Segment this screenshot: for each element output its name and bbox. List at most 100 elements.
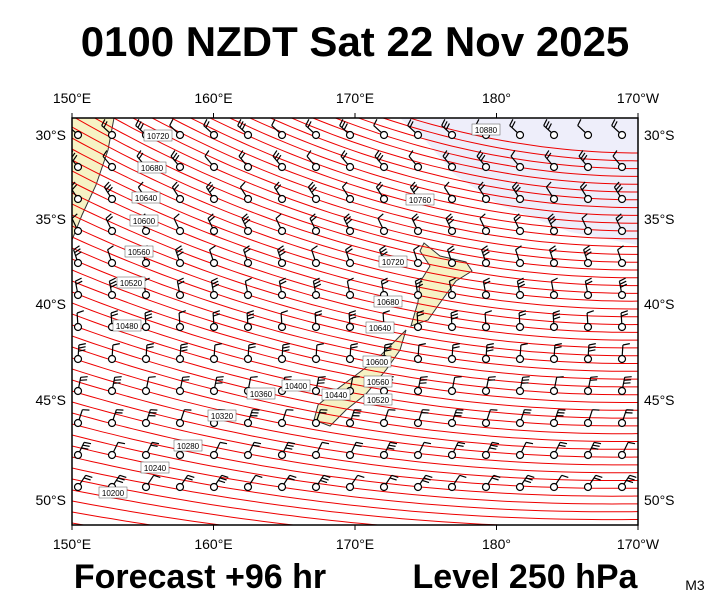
barb-station — [311, 226, 321, 236]
barb-feather — [552, 310, 560, 314]
barb-feather — [313, 277, 320, 282]
barb-station — [311, 482, 321, 492]
contour-line — [170, 118, 638, 240]
contour-label: 10720 — [382, 258, 405, 267]
barb-feather — [546, 152, 552, 160]
contour-label: 10560 — [128, 248, 151, 257]
barb-station — [277, 130, 287, 140]
barb-feather — [103, 181, 110, 188]
barb-feather — [388, 444, 396, 447]
barb-feather — [80, 379, 88, 381]
barb-feather — [580, 152, 586, 160]
barb-station — [209, 258, 219, 268]
barb-station — [549, 258, 559, 268]
barb-feather — [413, 186, 419, 193]
contour-label: 10400 — [285, 382, 308, 391]
barb-feather — [350, 343, 358, 346]
barb-station — [447, 130, 457, 140]
barb-feather — [626, 479, 634, 484]
barb-feather — [381, 277, 388, 282]
barb-feather — [318, 376, 326, 378]
barb-station — [549, 322, 559, 332]
barb-feather — [446, 216, 453, 222]
barb-feather — [620, 283, 628, 288]
barb-feather — [242, 216, 249, 222]
barb-feather — [548, 216, 555, 222]
barb-feather — [215, 382, 223, 384]
contour-line — [72, 467, 513, 525]
contour-label: 10320 — [211, 412, 234, 421]
barb-station — [515, 226, 525, 236]
barb-station — [141, 258, 151, 268]
barb-feather — [476, 150, 482, 157]
contour-line — [72, 401, 638, 481]
barb-feather — [413, 245, 420, 251]
barb-station — [107, 354, 117, 364]
barb-feather — [221, 474, 229, 478]
barb-feather — [451, 313, 459, 317]
barb-feather — [448, 248, 455, 254]
barb-feather — [613, 121, 618, 128]
barb-feather — [355, 441, 364, 445]
barb-station — [481, 162, 491, 172]
barb-station — [243, 290, 253, 300]
barb-station — [209, 162, 219, 172]
barb-station — [447, 322, 457, 332]
barb-station — [617, 290, 627, 300]
contour-line — [290, 118, 638, 193]
barb-feather — [486, 346, 494, 349]
barb-feather — [306, 150, 312, 157]
barb-station — [617, 482, 627, 492]
barb-feather — [445, 213, 452, 219]
barb-feather — [354, 444, 362, 447]
barb-feather — [420, 376, 428, 378]
wind-barbs — [72, 119, 637, 492]
barb-feather — [373, 119, 378, 126]
barb-feather — [218, 479, 226, 484]
barb-feather — [621, 313, 629, 317]
barb-station — [413, 226, 423, 236]
barb-feather — [588, 349, 596, 352]
barb-station — [481, 226, 491, 236]
barb-feather — [182, 379, 190, 381]
barb-station — [379, 418, 389, 428]
barb-feather — [139, 123, 144, 130]
barb-feather — [72, 152, 76, 159]
barb-station — [617, 386, 627, 396]
contour-line — [72, 478, 384, 525]
barb-feather — [592, 444, 600, 447]
barb-station — [515, 354, 525, 364]
contour-label: 10640 — [135, 194, 158, 203]
barb-feather — [107, 186, 113, 193]
barb-feather — [240, 152, 246, 160]
barb-feather — [513, 184, 520, 191]
barb-feather — [419, 382, 427, 384]
barb-station — [311, 354, 321, 364]
contour-line — [72, 258, 638, 380]
contour-label: 10520 — [120, 279, 143, 288]
barb-station — [73, 418, 83, 428]
barb-station — [311, 290, 321, 300]
barb-feather — [349, 313, 357, 317]
barb-feather — [177, 251, 184, 257]
contour-line — [72, 324, 638, 427]
barb-feather — [444, 152, 450, 160]
barb-feather — [409, 181, 416, 188]
barb-station — [413, 354, 423, 364]
barb-station — [73, 354, 83, 364]
barb-feather — [348, 310, 356, 314]
barb-feather — [578, 150, 584, 157]
barb-feather — [244, 248, 251, 254]
barb-station — [73, 130, 83, 140]
barb-station — [345, 290, 355, 300]
barb-station — [617, 418, 627, 428]
barb-feather — [593, 477, 601, 481]
barb-feather — [554, 343, 562, 346]
barb-feather — [310, 216, 317, 222]
barb-station — [515, 290, 525, 300]
barb-feather — [204, 150, 210, 157]
contour-line — [357, 118, 638, 170]
barb-feather — [374, 150, 380, 157]
barb-station — [413, 450, 423, 460]
barb-station — [73, 386, 83, 396]
